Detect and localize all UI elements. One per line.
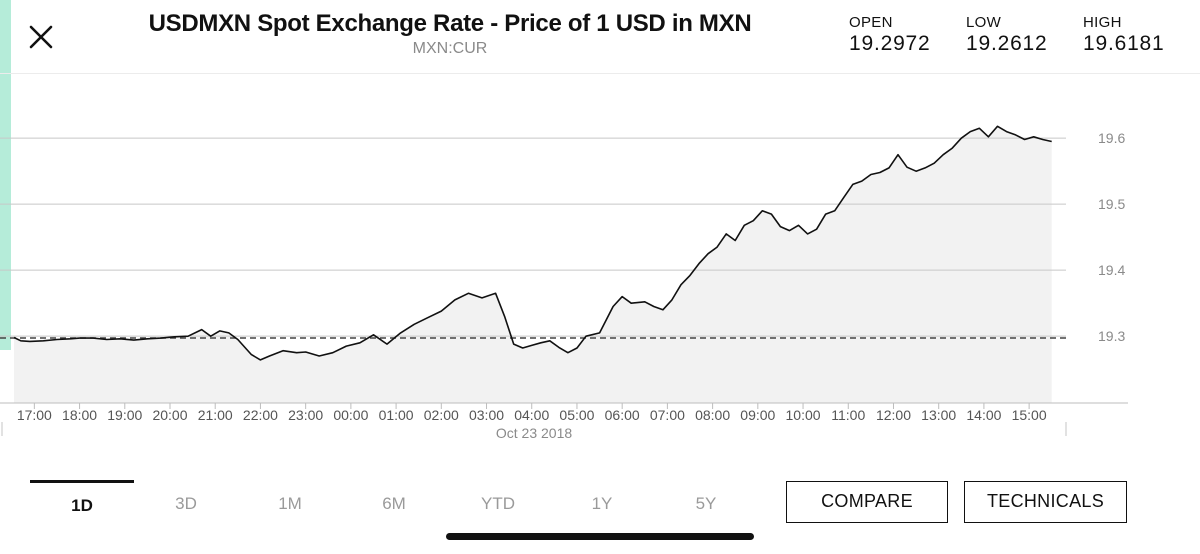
home-indicator [446, 533, 754, 540]
ticker-symbol: MXN:CUR [412, 40, 488, 57]
stat-high: HIGH 19.6181 [1083, 14, 1165, 56]
tab-1m[interactable]: 1M [278, 494, 302, 513]
x-tick-label: 09:00 [740, 407, 775, 423]
page-title: USDMXN Spot Exchange Rate - Price of 1 U… [148, 10, 752, 37]
stat-high-label: HIGH [1083, 14, 1122, 31]
stat-open-label: OPEN [849, 14, 893, 31]
x-tick-label: 19:00 [107, 407, 142, 423]
y-tick-label: 19.5 [1098, 196, 1125, 212]
tab-1d[interactable]: 1D [30, 480, 134, 533]
x-tick-label: 20:00 [152, 407, 187, 423]
stat-low-label: LOW [966, 14, 1002, 31]
close-button[interactable] [24, 20, 60, 56]
x-tick-label: 18:00 [62, 407, 97, 423]
x-tick-label: 03:00 [469, 407, 504, 423]
tab-1y[interactable]: 1Y [591, 494, 613, 513]
stat-low-value: 19.2612 [966, 32, 1048, 55]
tab-5y[interactable]: 5Y [695, 494, 717, 513]
x-axis-date-label: Oct 23 2018 [496, 425, 572, 441]
x-tick-label: 14:00 [966, 407, 1001, 423]
range-tabs: 1D 3D 1M 6M YTD 1Y 5Y [30, 480, 755, 530]
stat-open: OPEN 19.2972 [849, 14, 931, 56]
stat-open-value: 19.2972 [849, 32, 931, 55]
y-tick-label: 19.3 [1098, 328, 1125, 344]
header-divider [0, 73, 1200, 74]
series-area-fill [14, 126, 1052, 404]
x-tick-label: 06:00 [605, 407, 640, 423]
x-tick-label: 22:00 [243, 407, 278, 423]
close-icon [29, 25, 53, 49]
x-tick-label: 11:00 [831, 407, 865, 423]
y-tick-label: 19.4 [1098, 262, 1125, 278]
x-tick-label: 02:00 [424, 407, 459, 423]
tab-3d[interactable]: 3D [175, 494, 197, 513]
x-tick-label: 07:00 [650, 407, 685, 423]
series-line [13, 125, 1052, 361]
x-tick-label: 23:00 [288, 407, 323, 423]
x-tick-label: 00:00 [333, 407, 368, 423]
y-tick-label: 19.6 [1098, 130, 1125, 146]
stat-high-value: 19.6181 [1083, 32, 1165, 55]
accent-strip [0, 0, 11, 350]
x-tick-label: 04:00 [514, 407, 549, 423]
compare-button[interactable]: COMPARE [786, 481, 948, 523]
tab-6m[interactable]: 6M [382, 494, 406, 513]
x-tick-label: 21:00 [198, 407, 233, 423]
x-tick-label: 15:00 [1012, 407, 1047, 423]
stat-low: LOW 19.2612 [966, 14, 1048, 56]
x-tick-label: 12:00 [876, 407, 911, 423]
x-tick-label: 10:00 [786, 407, 821, 423]
x-tick-label: 01:00 [379, 407, 414, 423]
x-tick-label: 17:00 [17, 407, 52, 423]
x-tick-label: 05:00 [559, 407, 594, 423]
tab-ytd[interactable]: YTD [481, 494, 515, 513]
x-tick-label: 08:00 [695, 407, 730, 423]
x-tick-label: 13:00 [921, 407, 956, 423]
price-chart[interactable]: 19.6 19.5 19.4 19.3 17:00 18:00 19:00 20:00 21:0… [0, 74, 1200, 450]
technicals-button[interactable]: TECHNICALS [964, 481, 1127, 523]
